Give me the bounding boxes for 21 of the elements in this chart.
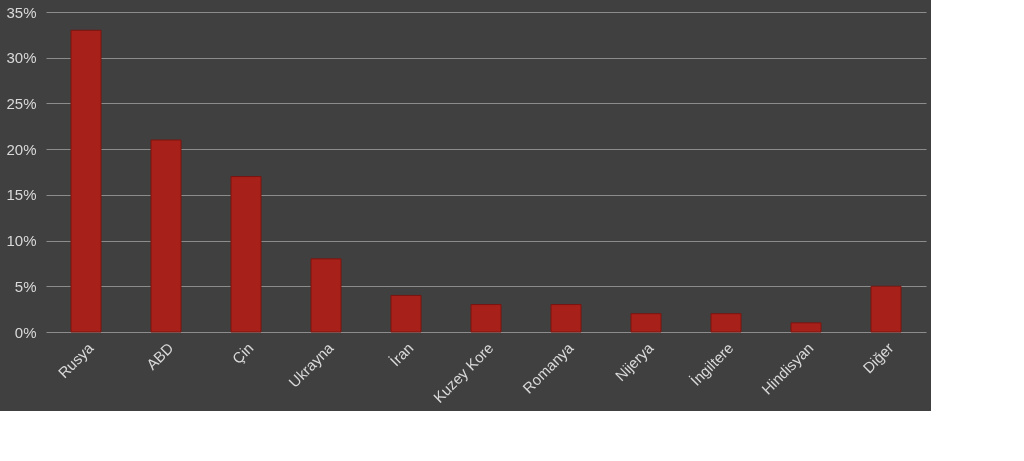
x-tick-label: Çin: [228, 339, 257, 368]
bar: [470, 304, 502, 333]
bar: [790, 322, 822, 333]
x-tick-label: İran: [386, 339, 417, 370]
bar: [710, 313, 742, 333]
bar: [230, 176, 262, 333]
y-tick-label: 15%: [6, 186, 37, 204]
y-tick-label: 25%: [6, 94, 37, 112]
y-tick-label: 10%: [6, 232, 37, 250]
y-tick-label: 5%: [14, 277, 37, 295]
y-tick-label: 35%: [6, 3, 37, 21]
bar: [870, 285, 902, 333]
bar: [70, 29, 102, 333]
bar: [150, 139, 182, 333]
bar: [630, 313, 662, 333]
y-tick-label: 20%: [6, 140, 37, 158]
y-tick-label: 0%: [14, 323, 37, 341]
bar: [310, 258, 342, 333]
bar: [550, 304, 582, 333]
bar: [390, 294, 422, 333]
y-tick-label: 30%: [6, 49, 37, 67]
